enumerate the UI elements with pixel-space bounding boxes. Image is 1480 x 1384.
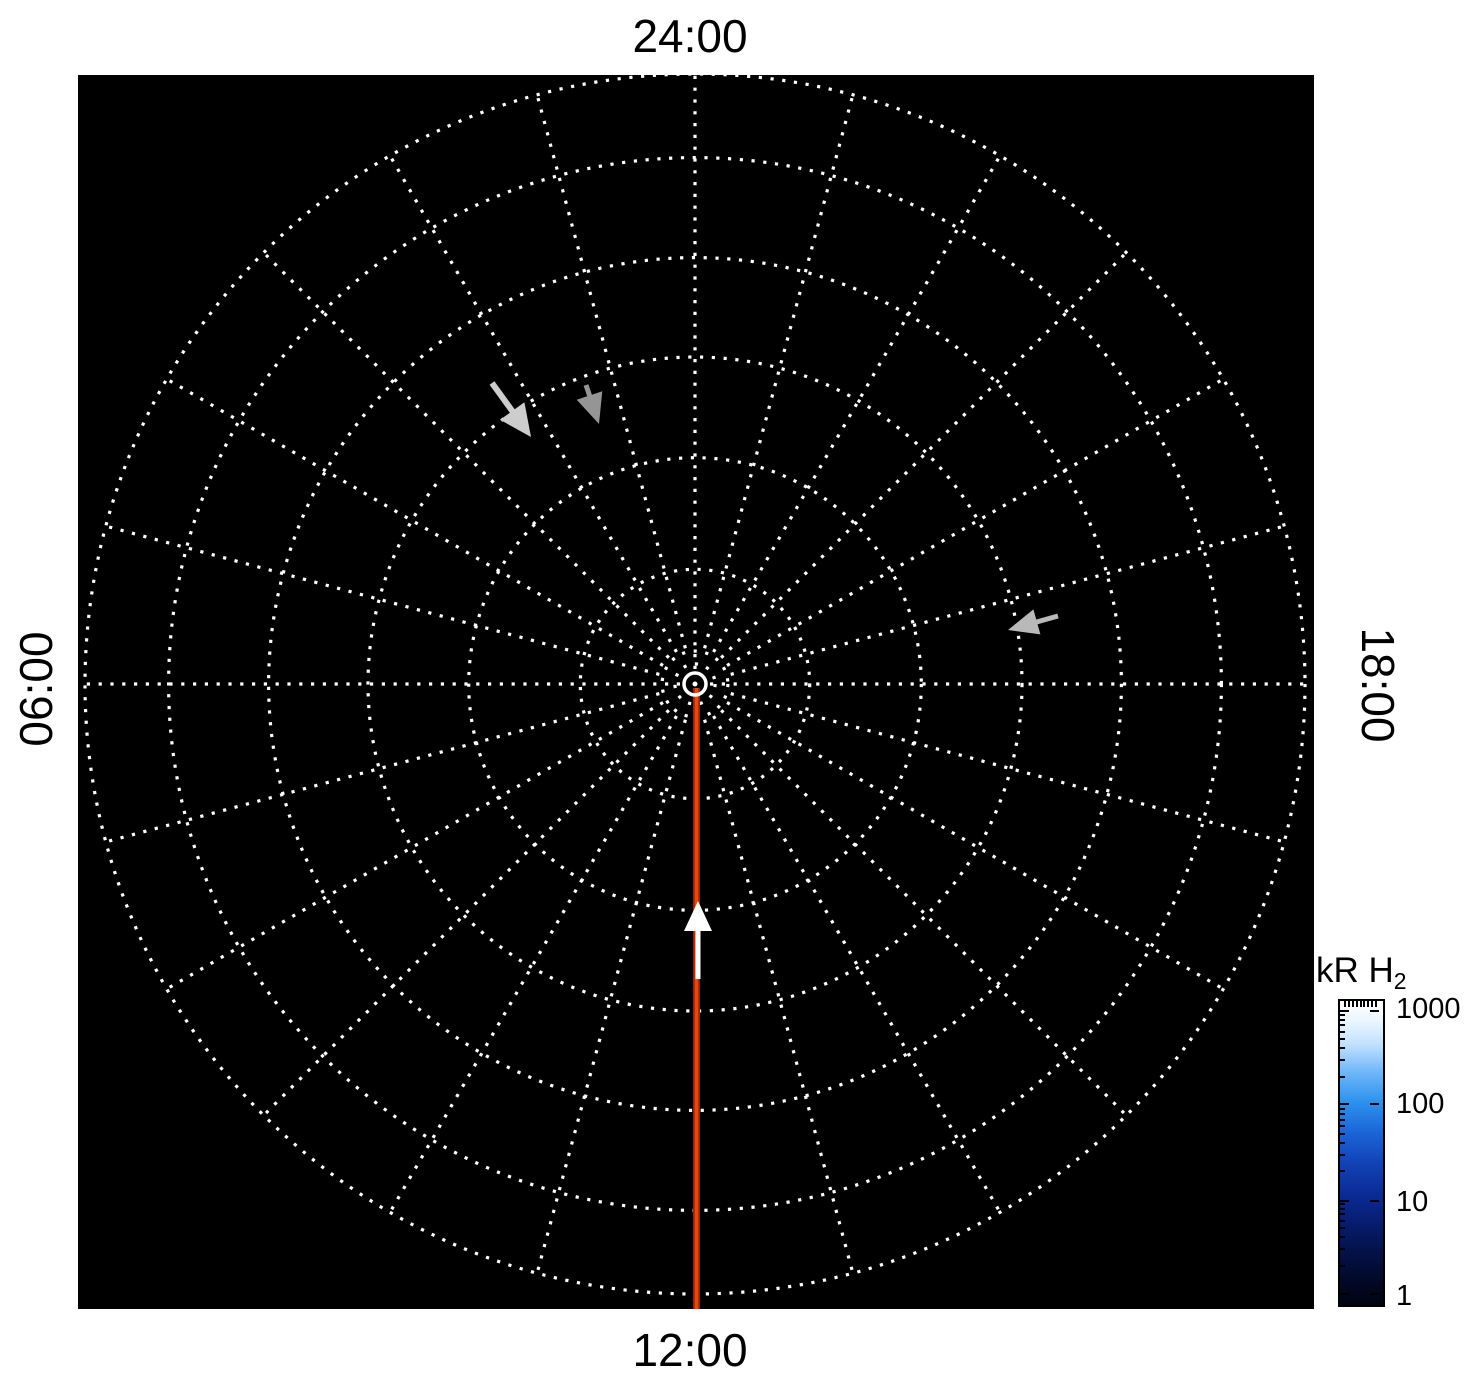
colorbar-minor-tick [1340,1248,1345,1250]
colorbar-top-minor-tick [1367,1001,1369,1007]
colorbar-minor-tick [1340,1133,1345,1135]
colorbar-minor-tick [1340,1213,1345,1215]
graticule-spoke-16 [165,701,664,991]
center-dot [692,681,698,687]
graticule-ring-4 [366,355,1024,1013]
colorbar-minor-tick [1340,1038,1345,1040]
colorbar-top-minor-tick [1344,1001,1346,1007]
gray-arrow-downright-head [500,402,531,437]
graticule-spoke-21 [262,251,670,659]
graticule-ring-1 [660,649,730,719]
colorbar-top-minor-tick [1375,1001,1377,1007]
colorbar [1338,999,1385,1307]
colorbar-major-tick-right-10 [1370,1200,1379,1202]
graticule-spoke-10 [712,715,1002,1214]
colorbar-minor-tick [1340,1113,1345,1115]
colorbar-minor-tick [1340,1203,1345,1205]
axis-label-1800: 18:00 [1352,627,1404,743]
colorbar-title-text: kR H [1316,951,1394,990]
colorbar-minor-tick [1340,1059,1345,1061]
axis-label-0600: 06:00 [10,631,62,747]
colorbar-minor-tick [1340,1047,1345,1049]
graticule-spoke-5 [730,524,1285,676]
colorbar-minor-tick [1340,1125,1345,1127]
colorbar-minor-tick [1340,1119,1345,1121]
colorbar-major-tick-left-10 [1340,1200,1349,1202]
graticule-spoke-7 [730,692,1285,844]
colorbar-minor-tick [1340,1024,1345,1026]
colorbar-top-minor-tick [1360,1001,1362,1007]
polar-grid-svg [83,75,1307,1309]
colorbar-tick-label-10: 10 [1396,1186,1429,1218]
gray-arrow-downright-shaft [489,381,518,417]
colorbar-top-minor-tick [1356,1001,1358,1007]
colorbar-gradient [1340,1001,1383,1305]
colorbar-major-tick-left-1000 [1340,1010,1349,1012]
graticule-spoke-15 [262,709,670,1117]
graticule-spoke-17 [105,692,660,844]
colorbar-minor-tick [1340,1031,1345,1033]
colorbar-minor-tick [1340,1142,1345,1144]
colorbar-minor-tick [1340,1265,1345,1267]
colorbar-top-minor-tick [1371,1001,1373,1007]
colorbar-minor-tick [1340,1108,1345,1110]
graticule-spoke-3 [720,251,1128,659]
graticule-spoke-8 [726,701,1225,991]
colorbar-minor-tick [1340,1014,1345,1016]
polar-plot-area [78,75,1314,1309]
graticule-ring-5 [267,256,1123,1112]
colorbar-title: kR H2 [1316,951,1407,993]
graticule-ring-0 [673,662,717,706]
gray-arrow-left-head [1008,609,1041,635]
graticule-spoke-19 [105,524,660,676]
graticule-spoke-11 [703,719,855,1274]
graticule-spoke-14 [388,715,678,1214]
graticule-spoke-9 [720,709,1128,1117]
center-ring [682,671,708,697]
colorbar-top-minor-tick [1363,1001,1365,1007]
colorbar-minor-tick [1340,1154,1345,1156]
colorbar-top-minor-tick [1348,1001,1350,1007]
colorbar-top-minor-tick [1352,1001,1354,1007]
colorbar-major-tick-left-100 [1340,1103,1349,1105]
graticule-spoke-1 [703,94,855,649]
colorbar-minor-tick [1340,1227,1345,1229]
colorbar-minor-tick [1340,1208,1345,1210]
colorbar-major-tick-left-1 [1340,1293,1349,1295]
graticule-spoke-13 [535,719,687,1274]
graticule-spoke-2 [712,154,1002,653]
colorbar-minor-tick [1340,1220,1345,1222]
graticule-spoke-23 [535,94,687,649]
graticule-spoke-4 [726,377,1225,667]
colorbar-tick-label-1000: 1000 [1396,993,1461,1025]
colorbar-major-tick-right-1000 [1370,1010,1379,1012]
axis-label-2400: 24:00 [632,10,748,62]
graticule-spoke-20 [165,377,664,667]
colorbar-major-tick-right-1 [1370,1293,1379,1295]
colorbar-minor-tick [1340,1019,1345,1021]
colorbar-tick-label-100: 100 [1396,1088,1445,1120]
colorbar-title-subscript: 2 [1393,968,1407,994]
gray-arrow-down-head [576,391,603,424]
colorbar-minor-tick [1340,1236,1345,1238]
graticule-spoke-22 [388,154,678,653]
colorbar-tick-label-1: 1 [1396,1280,1413,1312]
colorbar-minor-tick [1340,1076,1345,1078]
colorbar-minor-tick [1340,1170,1345,1172]
colorbar-major-tick-right-100 [1370,1103,1379,1105]
white-arrow-up-head [684,901,712,931]
axis-label-1200: 12:00 [632,1324,748,1376]
gray-arrow-left-shaft [1032,613,1059,626]
